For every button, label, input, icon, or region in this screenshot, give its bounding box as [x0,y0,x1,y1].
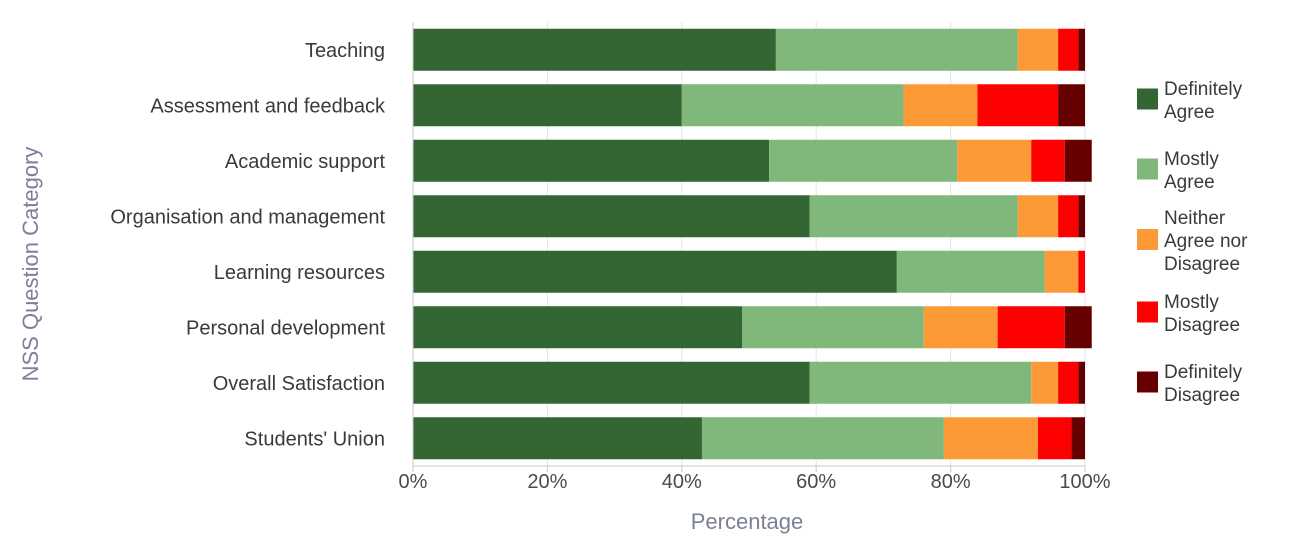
bar-segment [701,417,944,460]
bar-segment [1031,361,1059,404]
category-label: Academic support [225,151,386,173]
bar-segment [413,417,702,460]
y-axis-title: NSS Question Category [18,147,43,382]
bar-segment [1031,139,1065,182]
category-label: Overall Satisfaction [213,373,385,395]
legend-label: Definitely Agree [1164,79,1243,123]
bar-segment [1064,139,1092,182]
bar-segment [1078,361,1085,404]
category-label: Assessment and feedback [150,95,386,117]
category-label: Teaching [305,40,385,62]
bar-segment [681,84,904,127]
bar-segment [1058,361,1079,404]
bar-segment [413,139,770,182]
bar-segment [775,28,1018,71]
bar-segment [742,306,924,349]
bar-segment [1058,84,1085,127]
bar-segment [769,139,958,182]
x-tick-label: 100% [1059,471,1110,493]
bar-segment [1037,417,1072,460]
bar-segment [1058,28,1079,71]
x-tick-label: 0% [399,471,428,493]
bar-segment [903,84,978,127]
legend-swatch [1137,88,1158,110]
bar-segment [413,306,743,349]
bar-segment [943,417,1038,460]
x-tick-label: 80% [931,471,971,493]
bar-segment [413,361,810,404]
legend-swatch [1137,229,1158,250]
legend-swatch [1137,301,1158,323]
x-axis-title: Percentage [691,509,804,534]
bar-segment [809,195,1018,238]
bar-segment [1064,306,1092,349]
bar-segment [413,84,682,127]
bar-segment [957,139,1032,182]
bar-segment [1058,195,1079,238]
bar-segment [1078,195,1085,238]
legend-swatch [1137,371,1158,393]
x-tick-label: 60% [796,471,836,493]
bar-segment [1078,28,1085,71]
bar-segment [413,250,897,293]
x-tick-label: 20% [527,471,567,493]
bar-segment [997,306,1065,349]
x-tick-label: 40% [662,471,702,493]
bar-segment [1044,250,1079,293]
bar-segment [977,84,1059,127]
bar-segment [413,195,810,238]
category-label: Personal development [186,317,385,339]
bar-segment [896,250,1045,293]
bar-segment [1017,28,1059,71]
legend-swatch [1137,158,1158,180]
legend-label: Mostly Disagree [1164,292,1240,336]
legend-label: Definitely Disagree [1164,362,1243,406]
bar-segment [413,28,776,71]
bar-segment [1017,195,1059,238]
bar-segment [923,306,998,349]
legend-label: Mostly Agree [1164,149,1219,193]
bar-segment [809,361,1032,404]
category-label: Students' Union [244,428,385,450]
legend-label: Neither Agree nor Disagree [1164,208,1248,275]
bar-segment [1078,250,1085,293]
category-label: Organisation and management [110,206,385,228]
bar-segment [1071,417,1085,460]
category-label: Learning resources [214,262,385,284]
